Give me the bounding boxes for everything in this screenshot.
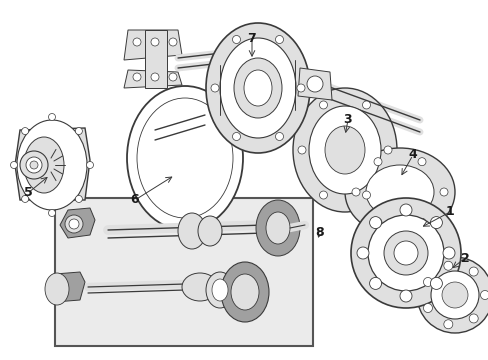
Ellipse shape — [365, 165, 433, 219]
Circle shape — [275, 132, 283, 140]
Polygon shape — [48, 272, 85, 302]
Bar — [145, 30, 167, 88]
Circle shape — [417, 218, 425, 226]
Circle shape — [169, 73, 177, 81]
Circle shape — [151, 73, 159, 81]
Circle shape — [362, 191, 370, 199]
Ellipse shape — [345, 148, 454, 236]
Ellipse shape — [220, 38, 295, 138]
Ellipse shape — [45, 273, 69, 305]
Ellipse shape — [256, 200, 299, 256]
Circle shape — [86, 162, 93, 168]
Ellipse shape — [292, 88, 396, 212]
Ellipse shape — [234, 58, 282, 118]
Circle shape — [423, 278, 431, 287]
Text: 7: 7 — [247, 31, 256, 45]
Circle shape — [48, 113, 55, 121]
Circle shape — [20, 151, 48, 179]
Circle shape — [69, 219, 79, 229]
Circle shape — [416, 257, 488, 333]
Text: 1: 1 — [445, 206, 453, 219]
Ellipse shape — [182, 273, 218, 301]
Circle shape — [443, 261, 452, 270]
Circle shape — [306, 76, 323, 92]
Circle shape — [383, 231, 427, 275]
Ellipse shape — [178, 213, 205, 249]
Ellipse shape — [230, 274, 259, 310]
Circle shape — [232, 132, 240, 140]
Circle shape — [30, 161, 38, 169]
Polygon shape — [15, 128, 90, 200]
Circle shape — [133, 38, 141, 46]
Text: 8: 8 — [315, 226, 324, 239]
Circle shape — [75, 127, 82, 135]
Circle shape — [399, 204, 411, 216]
Ellipse shape — [127, 86, 243, 230]
Circle shape — [356, 247, 368, 259]
Circle shape — [480, 291, 488, 300]
Ellipse shape — [325, 126, 364, 174]
Text: 6: 6 — [130, 193, 139, 207]
Text: 3: 3 — [343, 113, 351, 126]
Circle shape — [21, 195, 29, 202]
Circle shape — [369, 217, 381, 229]
Circle shape — [468, 267, 477, 276]
Circle shape — [442, 247, 454, 259]
Circle shape — [430, 271, 478, 319]
Polygon shape — [60, 208, 95, 238]
Polygon shape — [124, 70, 182, 88]
Circle shape — [429, 278, 442, 289]
Circle shape — [10, 162, 18, 168]
Ellipse shape — [17, 120, 87, 210]
Circle shape — [399, 290, 411, 302]
Circle shape — [373, 218, 381, 226]
Ellipse shape — [308, 106, 380, 194]
Circle shape — [75, 195, 82, 202]
Circle shape — [297, 146, 305, 154]
Circle shape — [393, 241, 417, 265]
Circle shape — [362, 101, 370, 109]
Ellipse shape — [212, 279, 227, 301]
Circle shape — [232, 36, 240, 44]
Circle shape — [423, 303, 431, 312]
Circle shape — [26, 157, 42, 173]
Ellipse shape — [24, 137, 64, 193]
Ellipse shape — [205, 23, 309, 153]
Circle shape — [21, 127, 29, 135]
Polygon shape — [124, 30, 182, 60]
Circle shape — [351, 188, 359, 196]
Circle shape — [275, 36, 283, 44]
Circle shape — [133, 73, 141, 81]
Circle shape — [319, 191, 327, 199]
Circle shape — [383, 146, 391, 154]
Ellipse shape — [205, 272, 234, 308]
Circle shape — [441, 282, 467, 308]
Circle shape — [439, 188, 447, 196]
Text: 2: 2 — [460, 252, 468, 265]
Circle shape — [296, 84, 305, 92]
Text: 4: 4 — [408, 148, 417, 162]
Circle shape — [169, 38, 177, 46]
Circle shape — [350, 198, 460, 308]
Ellipse shape — [265, 212, 289, 244]
Circle shape — [210, 84, 219, 92]
Circle shape — [369, 278, 381, 289]
Circle shape — [48, 210, 55, 216]
Ellipse shape — [244, 70, 271, 106]
Polygon shape — [297, 68, 331, 100]
Circle shape — [468, 314, 477, 323]
Circle shape — [151, 38, 159, 46]
Circle shape — [417, 158, 425, 166]
Bar — [55, 198, 312, 346]
Circle shape — [65, 215, 83, 233]
Ellipse shape — [221, 262, 268, 322]
Circle shape — [367, 215, 443, 291]
Circle shape — [373, 158, 381, 166]
Circle shape — [319, 101, 327, 109]
Ellipse shape — [198, 216, 222, 246]
Text: 5: 5 — [23, 186, 32, 199]
Circle shape — [429, 217, 442, 229]
Circle shape — [443, 320, 452, 329]
